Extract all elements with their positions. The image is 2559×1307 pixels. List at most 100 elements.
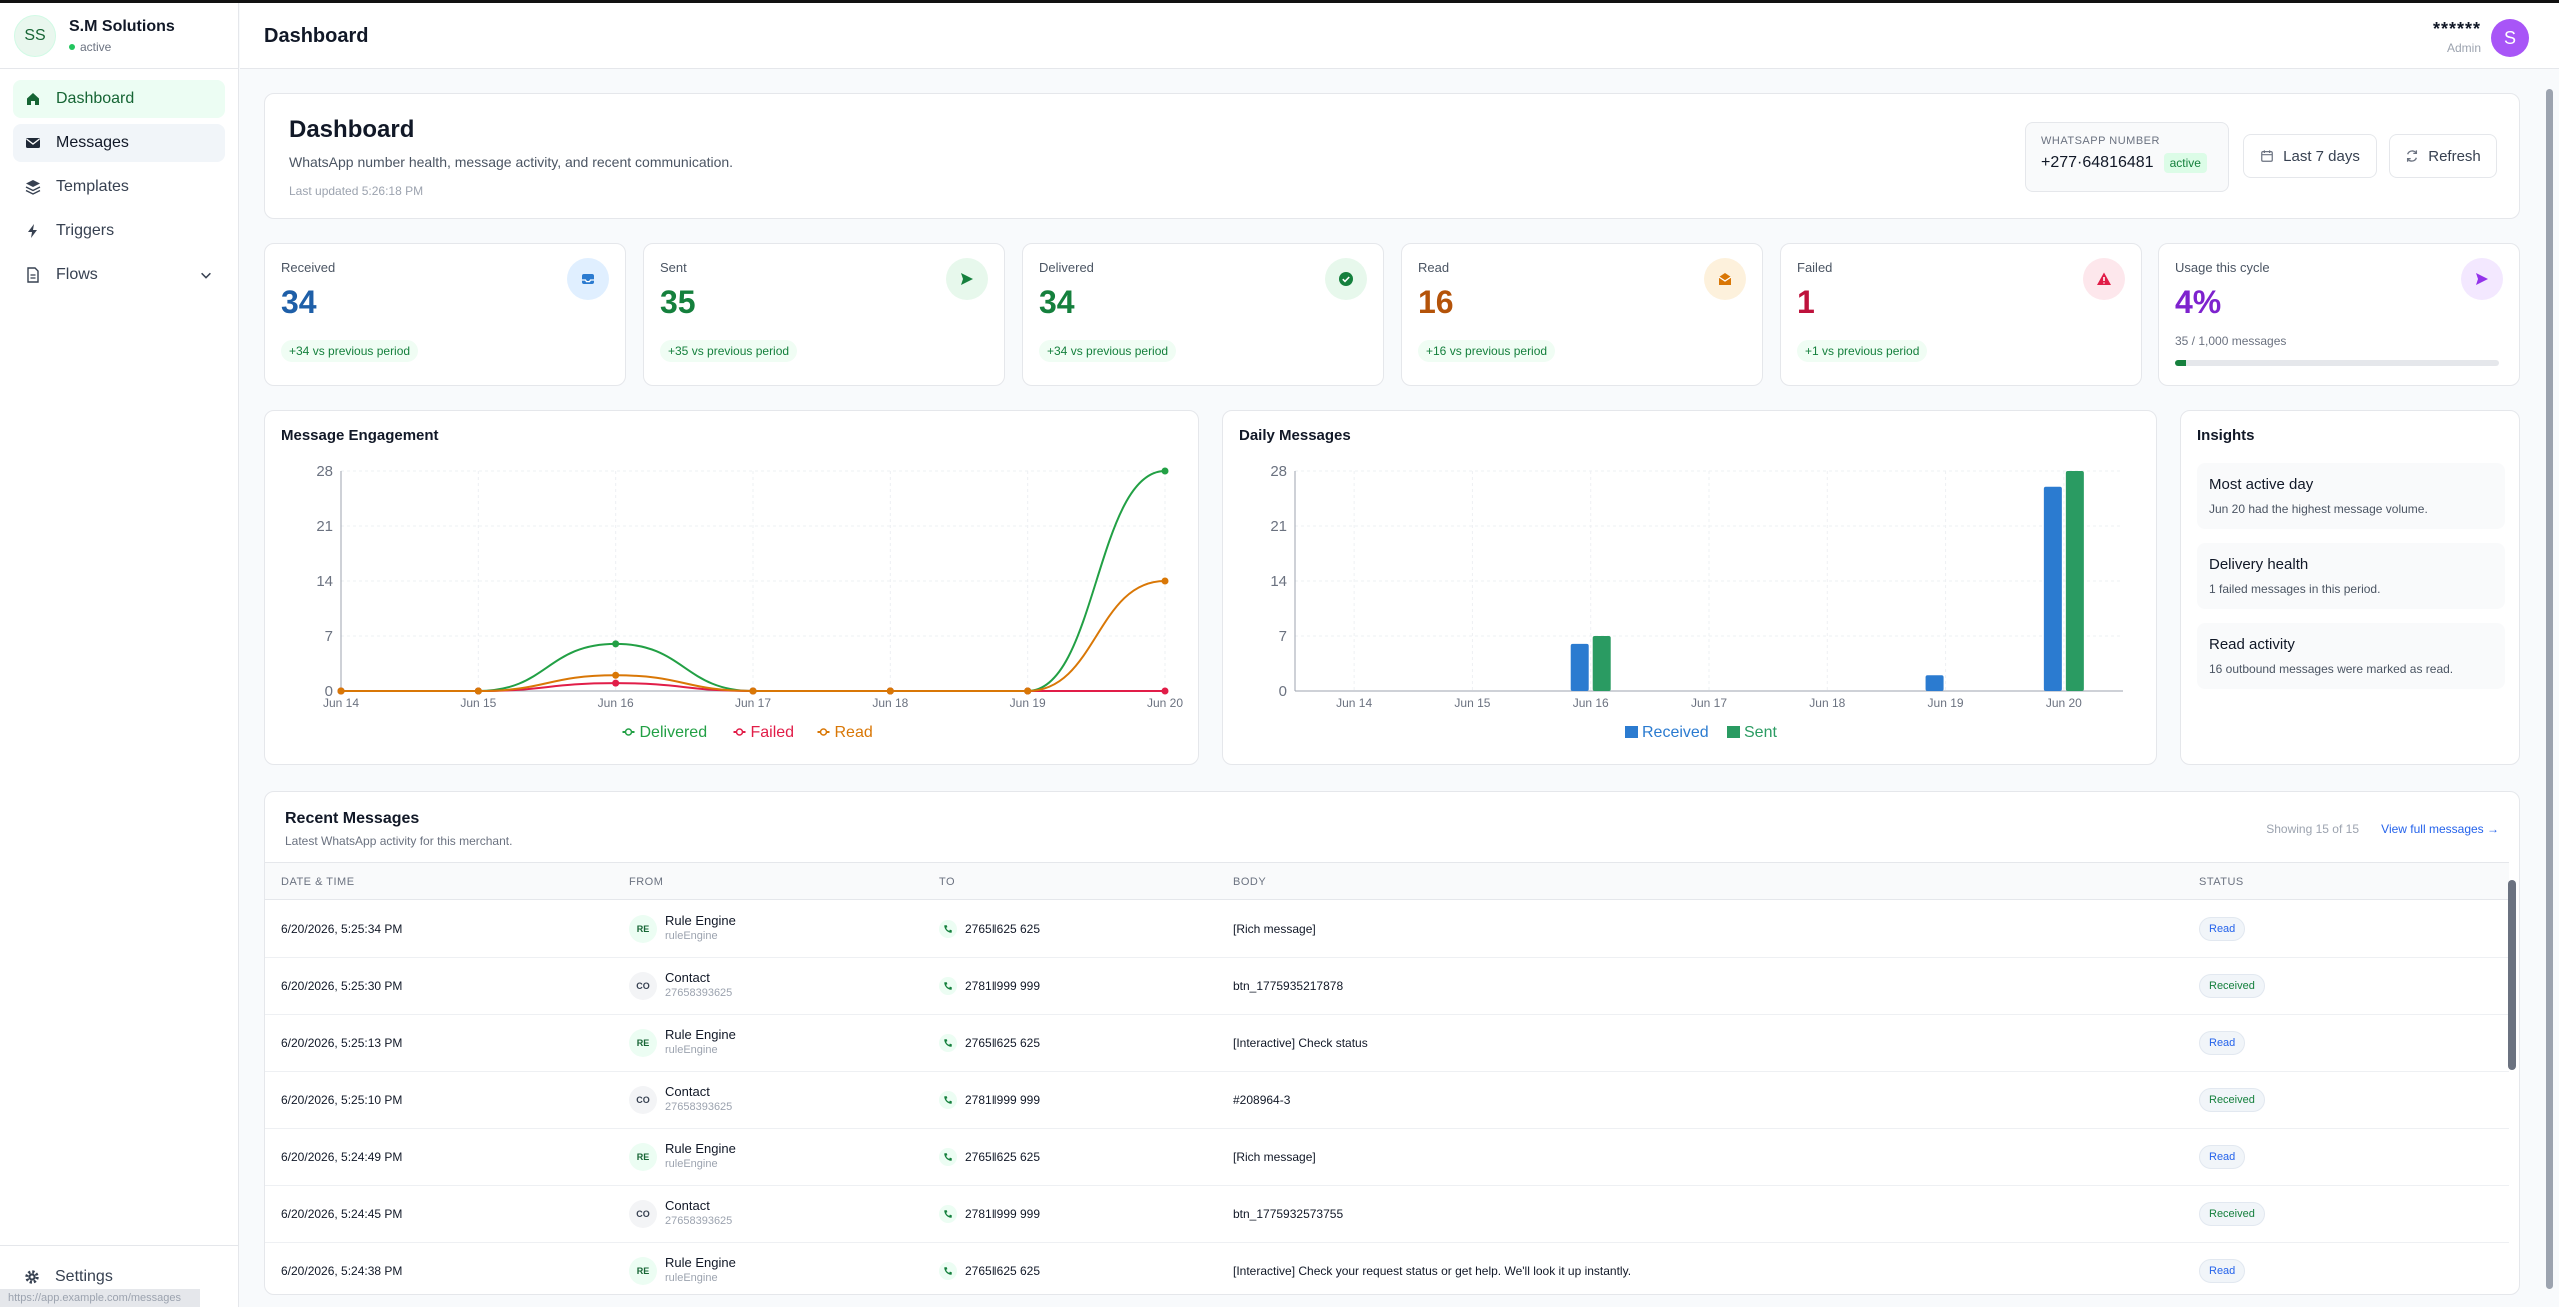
message-body: btn_1775932573755 [1233, 1207, 1344, 1221]
avatar[interactable]: S [2491, 19, 2529, 57]
table-row[interactable]: 6/20/2026, 5:24:38 PM RE Rule Engine rul… [265, 1243, 2509, 1294]
x-tick-label: Jun 15 [460, 696, 496, 710]
stat-value: 16 [1418, 284, 1454, 320]
legend-marker [735, 728, 744, 736]
to-number: 2781‖999 999 [965, 1093, 1041, 1107]
daily-messages-chart: 0 7 14 21 28 Jun 14 Jun 15 Jun 16 Jun 17 Jun 18 Ju… [1270, 463, 2123, 741]
sidebar-item-settings[interactable]: Settings [0, 1245, 239, 1307]
whatsapp-number-box: WHATSAPP NUMBER +277·64816481 active [2025, 122, 2229, 192]
data-point [612, 679, 620, 687]
x-tick-label: Jun 20 [1147, 696, 1183, 710]
status-badge: active [2163, 153, 2207, 173]
view-full-messages-link[interactable]: View full messages → [2381, 822, 2499, 836]
data-point [612, 671, 620, 679]
stat-card-delivered: Delivered 34 +34 vs previous period [1022, 243, 1384, 386]
status-badge: Read [2199, 917, 2246, 941]
message-engagement-chart: 0 7 14 21 28 Jun 14 Jun 15 Jun 16 Jun 17 Jun 18 Ju… [316, 463, 1183, 741]
phone-icon [939, 1091, 957, 1109]
envelope-icon [26, 138, 40, 148]
data-point [1161, 687, 1169, 695]
x-tick-label: Jun 14 [323, 696, 359, 710]
showing-count: Showing 15 of 15 [2266, 822, 2359, 836]
refresh-icon [2407, 150, 2418, 162]
stat-value: 35 [660, 284, 696, 320]
table-row[interactable]: 6/20/2026, 5:25:30 PM CO Contact 2765839… [265, 958, 2509, 1015]
insights-title: Insights [2197, 427, 2255, 444]
page-scrollbar-thumb[interactable] [2546, 89, 2553, 1289]
message-body: [Interactive] Check status [1233, 1036, 1368, 1050]
user-name[interactable]: ****** [2432, 19, 2481, 39]
from-sub: ruleEngine [665, 1272, 718, 1284]
from-name: Contact [665, 970, 710, 985]
user-role: Admin [2446, 41, 2481, 55]
from-name: Contact [665, 1198, 710, 1213]
column-header[interactable]: BODY [1233, 876, 1267, 888]
page-scrollbar[interactable] [2546, 87, 2557, 1297]
message-body: [Interactive] Check your request status … [1233, 1264, 1632, 1278]
table-header: DATE & TIME FROM TO BODY STATUS [265, 862, 2509, 900]
date-range-button[interactable]: Last 7 days [2243, 134, 2377, 178]
sidebar-item-messages[interactable]: Messages [13, 124, 225, 162]
from-name: Rule Engine [665, 913, 736, 928]
chevron-down-icon[interactable] [199, 268, 213, 282]
data-point [612, 640, 620, 648]
stat-value: 34 [1039, 284, 1075, 320]
from-name: Rule Engine [665, 1141, 736, 1156]
legend-swatch [1727, 726, 1740, 738]
recent-messages-title: Recent Messages [285, 810, 420, 827]
sidebar-item-dashboard[interactable]: Dashboard [13, 80, 225, 118]
recent-messages-subtitle: Latest WhatsApp activity for this mercha… [285, 834, 513, 848]
column-header[interactable]: FROM [629, 876, 664, 888]
message-body: btn_1775935217878 [1233, 979, 1344, 993]
bar-received [1925, 675, 1944, 691]
usage-progress-fill [2175, 360, 2187, 366]
brand-status: active [69, 40, 175, 54]
column-header[interactable]: STATUS [2199, 876, 2244, 888]
from-sub: 27658393625 [665, 1215, 733, 1227]
stat-label: Received [281, 260, 336, 275]
from-sub: 27658393625 [665, 1101, 733, 1113]
column-header[interactable]: TO [939, 876, 956, 888]
sidebar-item-templates[interactable]: Templates [13, 168, 225, 206]
legend-label: Read [835, 724, 873, 741]
check-circle-icon [1325, 258, 1367, 300]
table-scrollbar-thumb[interactable] [2508, 880, 2516, 1070]
legend-label: Delivered [640, 724, 708, 741]
stat-label: Delivered [1039, 260, 1094, 275]
y-tick-label: 0 [325, 683, 333, 700]
x-tick-label: Jun 16 [598, 696, 634, 710]
send-icon [946, 258, 988, 300]
status-badge: Received [2199, 1088, 2265, 1112]
table-row[interactable]: 6/20/2026, 5:25:10 PM CO Contact 2765839… [265, 1072, 2509, 1129]
to-number: 2765‖625 625 [965, 922, 1041, 936]
refresh-button[interactable]: Refresh [2389, 134, 2497, 178]
phone-icon [939, 1034, 957, 1052]
data-point [886, 687, 894, 695]
from-avatar: RE [629, 1257, 657, 1285]
data-point [474, 687, 482, 695]
data-point [1024, 687, 1032, 695]
brand-name: S.M Solutions [69, 17, 175, 35]
to-number: 2781‖999 999 [965, 1207, 1041, 1221]
x-tick-label: Jun 18 [872, 696, 908, 710]
y-tick-label: 7 [325, 628, 333, 645]
sidebar-item-triggers[interactable]: Triggers [13, 212, 225, 250]
sidebar-item-flows[interactable]: Flows [13, 256, 225, 294]
chart-title: Daily Messages [1239, 427, 1351, 444]
y-tick-label: 14 [316, 573, 333, 590]
table-row[interactable]: 6/20/2026, 5:24:49 PM RE Rule Engine rul… [265, 1129, 2509, 1186]
y-tick-label: 0 [1279, 683, 1287, 700]
stat-card-sent: Sent 35 +35 vs previous period [643, 243, 1005, 386]
brand[interactable]: SS S.M Solutions active [0, 3, 238, 69]
table-row[interactable]: 6/20/2026, 5:24:45 PM CO Contact 2765839… [265, 1186, 2509, 1243]
stat-label: Usage this cycle [2175, 260, 2270, 275]
table-row[interactable]: 6/20/2026, 5:25:13 PM RE Rule Engine rul… [265, 1015, 2509, 1072]
data-point [749, 687, 757, 695]
calendar-icon [2261, 150, 2274, 162]
column-header[interactable]: DATE & TIME [281, 876, 355, 888]
data-point [1161, 467, 1169, 475]
table-row[interactable]: 6/20/2026, 5:25:34 PM RE Rule Engine rul… [265, 901, 2509, 958]
sidebar: SS S.M Solutions active Dashboard Messag… [0, 3, 239, 1307]
from-avatar: CO [629, 972, 657, 1000]
message-body: [Rich message] [1233, 1150, 1316, 1164]
